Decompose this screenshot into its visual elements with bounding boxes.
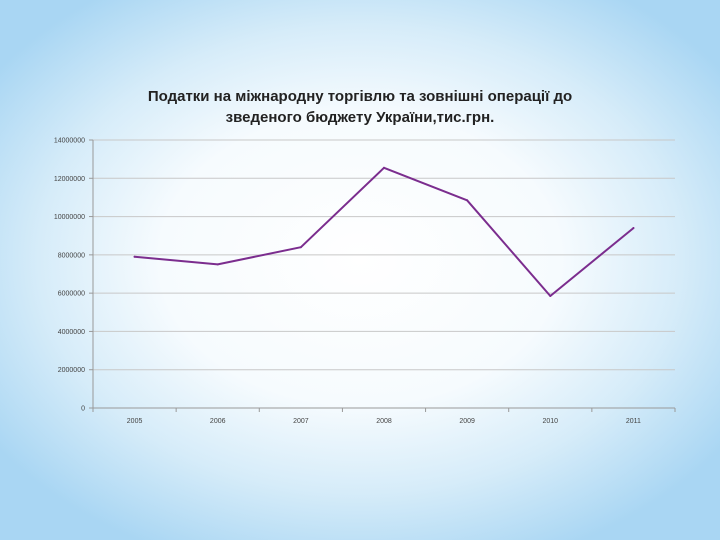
- chart-title-line-1: Податки на міжнародну торгівлю та зовніш…: [147, 88, 573, 105]
- series-line-0: [133, 166, 635, 297]
- y-tick-label-0: 0: [81, 406, 85, 413]
- data-point-0-1: [216, 263, 219, 266]
- x-tick-label-4: 2009: [459, 418, 475, 425]
- x-tick-label-1: 2006: [210, 418, 226, 425]
- y-tick-label-3: 6000000: [58, 291, 85, 298]
- data-point-0-5: [549, 295, 552, 298]
- x-tick-label-0: 2005: [127, 418, 143, 425]
- data-point-0-4: [466, 199, 469, 202]
- y-tick-label-1: 2000000: [58, 367, 85, 374]
- x-tick-label-5: 2010: [542, 418, 558, 425]
- y-tick-label-5: 10000000: [54, 214, 85, 221]
- y-tick-label-4: 8000000: [58, 252, 85, 259]
- x-tick-label-6: 2011: [626, 418, 641, 425]
- data-point-0-2: [299, 246, 302, 249]
- y-tick-label-2: 4000000: [58, 329, 85, 336]
- chart-title-line-2: зведеного бюджету України,тис.грн.: [225, 109, 495, 126]
- y-tick-label-7: 14000000: [54, 138, 85, 145]
- chart-title: Податки на міжнародну торгівлю та зовніш…: [60, 86, 660, 128]
- data-point-0-0: [133, 255, 136, 258]
- data-point-0-3: [383, 166, 385, 169]
- x-tick-label-2: 2007: [293, 418, 309, 425]
- x-tick-label-3: 2008: [376, 418, 392, 425]
- y-tick-label-6: 12000000: [54, 176, 85, 183]
- data-point-0-6: [632, 227, 635, 230]
